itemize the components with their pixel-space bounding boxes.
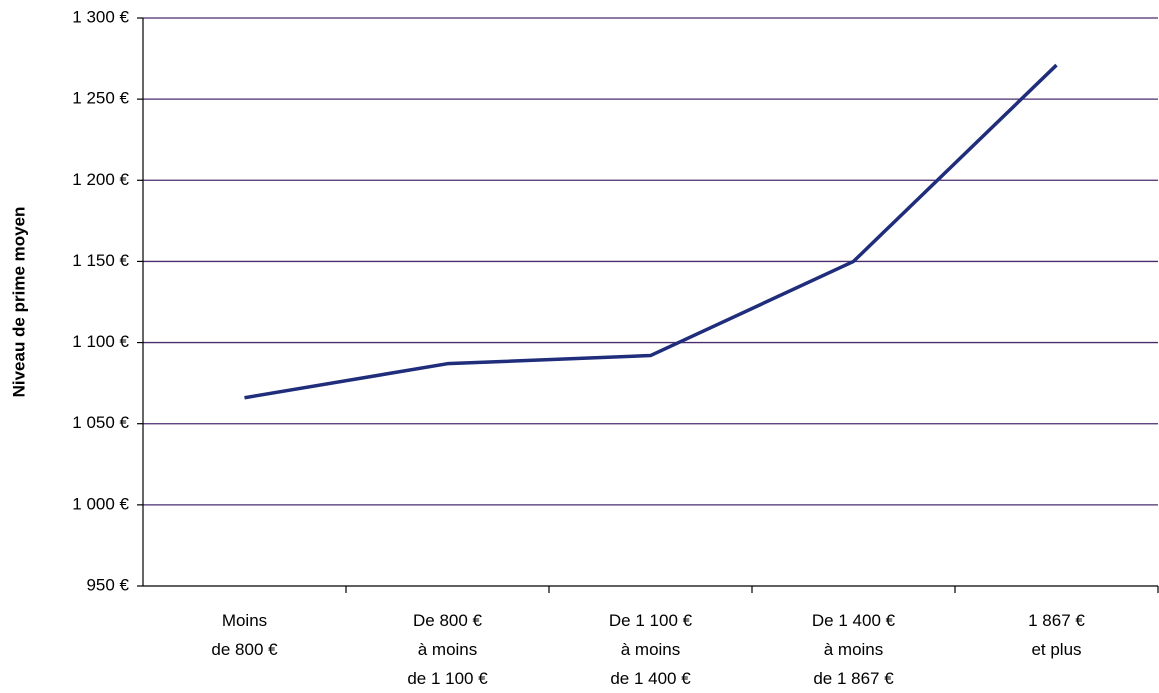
y-tick-label: 1 300 € (72, 7, 129, 26)
y-tick-label: 1 250 € (72, 89, 129, 108)
y-tick-label: 950 € (86, 575, 129, 594)
x-tick-label: 1 867 € et plus (1028, 611, 1085, 659)
y-tick-label: 1 000 € (72, 494, 129, 513)
data-line (244, 63, 1058, 400)
y-tick-label: 1 100 € (72, 332, 129, 351)
x-tick-label: De 1 100 € à moins de 1 400 € (609, 611, 693, 688)
x-tick-label: De 1 400 € à moins de 1 867 € (812, 611, 896, 688)
x-tick-label: De 800 € à moins de 1 100 € (407, 611, 488, 688)
y-axis-label: Niveau de prime moyen (9, 207, 28, 398)
y-tick-label: 1 200 € (72, 170, 129, 189)
x-tick-label: Moins de 800 € (211, 611, 278, 659)
y-tick-label: 1 150 € (72, 251, 129, 270)
y-tick-label: 1 050 € (72, 413, 129, 432)
